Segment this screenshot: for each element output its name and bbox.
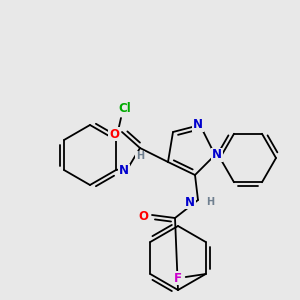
Text: O: O — [138, 209, 148, 223]
Text: F: F — [174, 272, 182, 284]
Text: N: N — [193, 118, 203, 131]
Text: H: H — [206, 197, 214, 207]
Text: H: H — [136, 151, 144, 161]
Text: N: N — [185, 196, 195, 208]
Text: N: N — [119, 164, 129, 178]
Text: O: O — [109, 128, 119, 140]
Text: N: N — [212, 148, 222, 161]
Text: Cl: Cl — [118, 103, 131, 116]
